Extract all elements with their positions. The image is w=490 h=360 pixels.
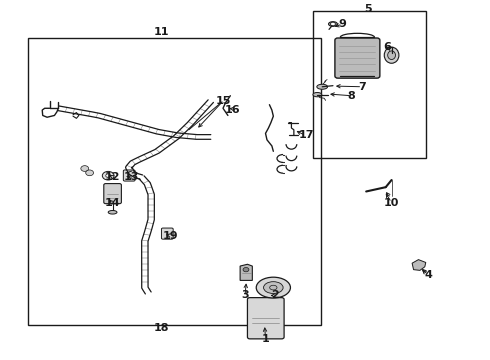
Text: 12: 12 xyxy=(104,172,120,182)
Ellipse shape xyxy=(329,22,337,26)
Circle shape xyxy=(102,171,114,180)
Circle shape xyxy=(81,166,89,171)
Circle shape xyxy=(243,267,249,272)
Text: 19: 19 xyxy=(163,231,178,240)
Text: 15: 15 xyxy=(215,96,231,106)
Ellipse shape xyxy=(313,93,322,97)
Polygon shape xyxy=(240,264,252,280)
FancyBboxPatch shape xyxy=(104,184,122,204)
Circle shape xyxy=(86,170,94,176)
Text: 4: 4 xyxy=(424,270,432,280)
Ellipse shape xyxy=(388,51,395,59)
Bar xyxy=(27,39,321,325)
Text: 8: 8 xyxy=(347,91,355,101)
Text: 6: 6 xyxy=(384,42,392,52)
Text: 2: 2 xyxy=(271,291,279,301)
Text: 11: 11 xyxy=(154,27,170,37)
Ellipse shape xyxy=(270,285,277,290)
Ellipse shape xyxy=(108,211,117,214)
Text: 13: 13 xyxy=(124,172,139,182)
Text: 17: 17 xyxy=(298,130,314,140)
Text: 7: 7 xyxy=(358,82,366,92)
Text: 1: 1 xyxy=(262,333,270,343)
FancyBboxPatch shape xyxy=(123,170,135,181)
Text: 10: 10 xyxy=(384,198,399,208)
Circle shape xyxy=(331,22,335,26)
Text: 5: 5 xyxy=(365,4,372,14)
Text: 3: 3 xyxy=(241,291,249,301)
FancyBboxPatch shape xyxy=(247,298,284,339)
Ellipse shape xyxy=(317,84,328,89)
Text: 16: 16 xyxy=(225,105,241,115)
Polygon shape xyxy=(412,260,426,270)
Ellipse shape xyxy=(264,282,283,293)
FancyBboxPatch shape xyxy=(161,228,173,239)
Ellipse shape xyxy=(256,277,291,298)
Text: 14: 14 xyxy=(104,198,120,208)
Text: 18: 18 xyxy=(154,323,170,333)
Ellipse shape xyxy=(384,47,399,63)
Bar xyxy=(314,12,426,158)
FancyBboxPatch shape xyxy=(335,38,380,78)
Ellipse shape xyxy=(387,53,394,57)
Text: 9: 9 xyxy=(339,19,346,29)
Circle shape xyxy=(106,174,111,177)
